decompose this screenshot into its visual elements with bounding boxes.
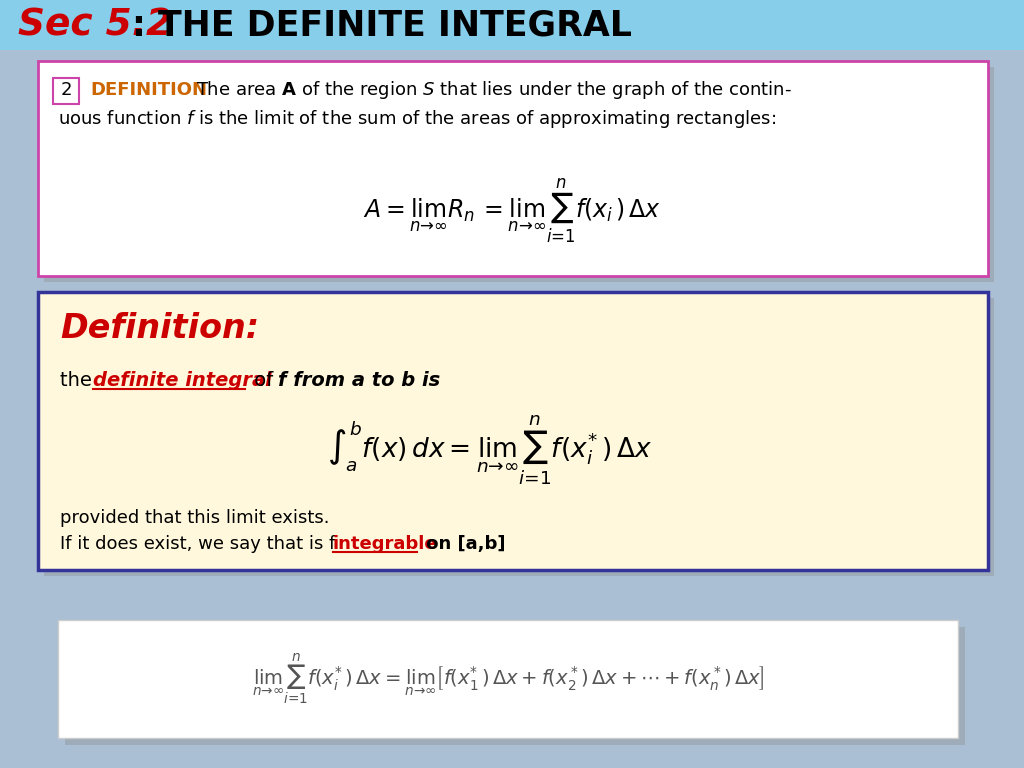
Text: If it does exist, we say that is f: If it does exist, we say that is f bbox=[60, 535, 347, 553]
FancyBboxPatch shape bbox=[0, 0, 1024, 50]
Text: 2: 2 bbox=[60, 81, 72, 99]
Text: : THE DEFINITE INTEGRAL: : THE DEFINITE INTEGRAL bbox=[132, 8, 632, 42]
Text: Definition:: Definition: bbox=[60, 312, 259, 345]
FancyBboxPatch shape bbox=[38, 61, 988, 276]
Text: $\lim_{n\to\infty} \sum_{i=1}^{n} f(x_i^*)\,\Delta x = \lim_{n\to\infty}\left[f(: $\lim_{n\to\infty} \sum_{i=1}^{n} f(x_i^… bbox=[252, 651, 764, 707]
FancyBboxPatch shape bbox=[65, 627, 965, 745]
FancyBboxPatch shape bbox=[53, 78, 79, 104]
FancyBboxPatch shape bbox=[58, 620, 958, 738]
Text: of: of bbox=[248, 370, 280, 389]
Text: the: the bbox=[60, 370, 98, 389]
Text: DEFINITION: DEFINITION bbox=[90, 81, 207, 99]
Text: The area $\mathbf{A}$ of the region $S$ that lies under the graph of the contin-: The area $\mathbf{A}$ of the region $S$ … bbox=[196, 79, 792, 101]
Text: $\int_a^b f(x)\,dx = \lim_{n\to\infty} \sum_{i=1}^{n} f(x_i^*)\,\Delta x$: $\int_a^b f(x)\,dx = \lim_{n\to\infty} \… bbox=[328, 413, 652, 487]
Text: Sec 5.2: Sec 5.2 bbox=[18, 7, 172, 43]
Text: provided that this limit exists.: provided that this limit exists. bbox=[60, 509, 330, 527]
Text: integrable: integrable bbox=[333, 535, 437, 553]
Text: f from a to b is: f from a to b is bbox=[278, 370, 440, 389]
Text: uous function $f$ is the limit of the sum of the areas of approximating rectangl: uous function $f$ is the limit of the su… bbox=[58, 108, 776, 130]
FancyBboxPatch shape bbox=[44, 298, 994, 576]
Text: on [a,b]: on [a,b] bbox=[420, 535, 506, 553]
Text: definite integral: definite integral bbox=[93, 370, 271, 389]
FancyBboxPatch shape bbox=[38, 292, 988, 570]
Text: $A = \lim_{n\to\infty} R_n = \lim_{n\to\infty} \sum_{i=1}^{n} f(x_i)\,\Delta x$: $A = \lim_{n\to\infty} R_n = \lim_{n\to\… bbox=[362, 177, 662, 245]
FancyBboxPatch shape bbox=[44, 67, 994, 282]
